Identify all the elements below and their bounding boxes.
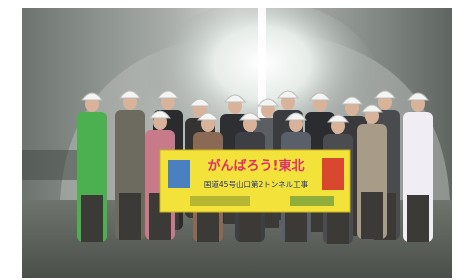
banner-footer-right: [290, 196, 334, 206]
banner-footer-left: [190, 196, 250, 206]
person-legs: [81, 195, 103, 242]
person: [403, 93, 433, 242]
banner-mascot: [322, 158, 344, 190]
person-legs: [407, 195, 429, 242]
tunnel-scene: がんばろう!東北 国道45号山口第2トンネル工事: [22, 0, 452, 278]
banner-title: がんばろう!東北: [208, 158, 305, 174]
banner-subtitle: 国道45号山口第2トンネル工事: [204, 179, 309, 189]
person: [115, 91, 145, 240]
person-legs: [361, 192, 383, 239]
person: [357, 105, 387, 239]
banner: がんばろう!東北 国道45号山口第2トンネル工事: [160, 150, 350, 212]
banner-logo-left: [168, 160, 190, 188]
person: [77, 93, 107, 242]
person-legs: [119, 193, 141, 240]
photo: がんばろう!東北 国道45号山口第2トンネル工事: [0, 0, 456, 280]
page: がんばろう!東北 国道45号山口第2トンネル工事 (() => { const …: [0, 0, 456, 280]
